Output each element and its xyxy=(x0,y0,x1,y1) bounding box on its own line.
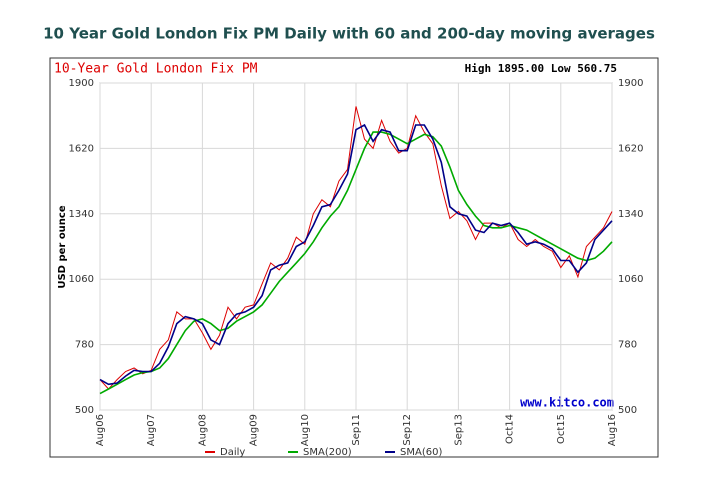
x-tick-label: Oct14 xyxy=(505,414,516,444)
x-tick-label: Oct15 xyxy=(556,414,567,444)
legend-label: Daily xyxy=(220,447,245,458)
legend-label: SMA(200) xyxy=(303,447,352,458)
y-tick-label: 1340 xyxy=(69,209,94,220)
x-tick-label: Sep11 xyxy=(351,414,362,446)
y-tick-label-right: 1900 xyxy=(618,78,643,89)
y-tick-label: 780 xyxy=(75,340,94,351)
watermark: www.kitco.com xyxy=(520,396,614,410)
x-tick-label: Sep12 xyxy=(402,414,413,446)
y-tick-label-right: 1620 xyxy=(618,143,643,154)
series-line xyxy=(99,106,613,390)
x-tick-label: Aug08 xyxy=(197,414,208,446)
y-tick-label-right: 500 xyxy=(618,405,637,416)
y-tick-label: 1060 xyxy=(69,274,94,285)
chart-title: 10 Year Gold London Fix PM Daily with 60… xyxy=(43,25,655,43)
y-tick-label-right: 780 xyxy=(618,340,637,351)
y-axis-label: USD per ounce xyxy=(57,205,68,288)
y-tick-label: 500 xyxy=(75,405,94,416)
chart-subtitle: 10-Year Gold London Fix PM xyxy=(54,62,258,77)
x-tick-label: Aug10 xyxy=(300,414,311,446)
series-line xyxy=(99,131,613,395)
x-tick-label: Aug06 xyxy=(95,414,106,446)
x-tick-label: Aug09 xyxy=(249,414,260,446)
legend-label: SMA(60) xyxy=(400,447,442,458)
y-tick-label-right: 1340 xyxy=(618,209,643,220)
x-tick-label: Sep13 xyxy=(453,414,464,446)
x-tick-label: Aug07 xyxy=(146,414,157,446)
y-tick-label: 1900 xyxy=(69,78,94,89)
y-tick-label: 1620 xyxy=(69,143,94,154)
series-line xyxy=(99,123,613,386)
x-tick-label: Aug16 xyxy=(607,414,618,446)
chart-frame xyxy=(49,57,659,458)
y-tick-label-right: 1060 xyxy=(618,274,643,285)
high-low: High 1895.00 Low 560.75 xyxy=(465,62,617,75)
